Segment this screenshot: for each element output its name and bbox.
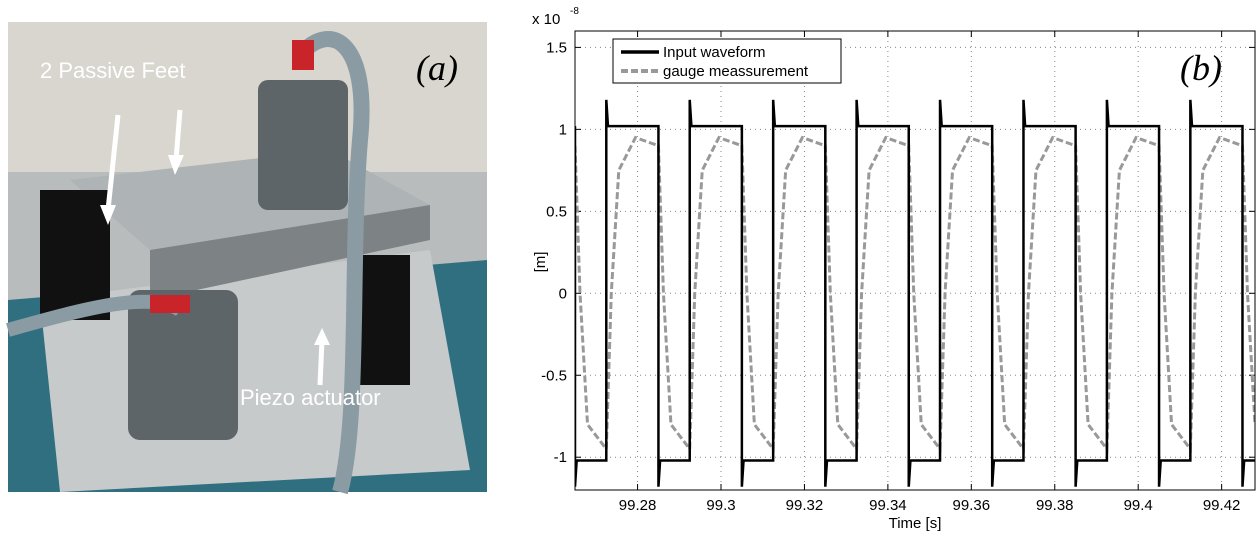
cable-sleeve bbox=[150, 295, 190, 313]
arrow-head bbox=[314, 328, 330, 345]
data-line bbox=[575, 99, 1255, 487]
x-axis-label: Time [s] bbox=[889, 515, 942, 532]
arrow bbox=[317, 339, 325, 386]
wall bbox=[8, 22, 487, 172]
y-tick-label: 0 bbox=[559, 285, 567, 302]
x-tick-label: 99.36 bbox=[953, 497, 991, 514]
axis-multiplier: x 10 bbox=[532, 11, 560, 28]
photo: 2 Passive Feet Piezo actuator (a) bbox=[6, 22, 487, 495]
x-tick-label: 99.42 bbox=[1203, 497, 1241, 514]
y-tick-label: 0.5 bbox=[546, 203, 567, 220]
y-axis-label: [m] bbox=[532, 252, 549, 273]
panel-label: (b) bbox=[1180, 48, 1222, 88]
x-tick-label: 99.3 bbox=[706, 497, 735, 514]
x-tick-label: 99.32 bbox=[786, 497, 824, 514]
sensor bbox=[258, 80, 348, 210]
foot-block bbox=[40, 190, 110, 320]
x-tick-label: 99.4 bbox=[1124, 497, 1153, 514]
axis-multiplier-exponent: -8 bbox=[570, 6, 579, 17]
cable bbox=[293, 31, 370, 495]
arrow bbox=[173, 109, 183, 161]
photo-annotation: Piezo actuator bbox=[240, 385, 381, 410]
plot-area bbox=[574, 30, 1256, 491]
y-tick-label: 1.5 bbox=[546, 39, 567, 56]
x-tick-label: 99.28 bbox=[619, 497, 657, 514]
y-tick-label: -0.5 bbox=[541, 367, 567, 384]
legend-box bbox=[612, 38, 842, 84]
arrow-head bbox=[168, 155, 184, 175]
arrow-head bbox=[100, 205, 116, 225]
legend-label: Input waveform bbox=[663, 44, 766, 61]
photo-annotation: 2 Passive Feet bbox=[40, 58, 186, 83]
arrow bbox=[105, 114, 121, 211]
y-tick-label: 1 bbox=[559, 121, 567, 138]
y-tick-label: -1 bbox=[554, 449, 567, 466]
sensor bbox=[128, 290, 238, 440]
x-tick-label: 99.34 bbox=[869, 497, 907, 514]
x-tick-label: 99.38 bbox=[1036, 497, 1074, 514]
plot-area bbox=[574, 30, 1256, 491]
panel-label: (a) bbox=[416, 48, 458, 88]
legend-label: gauge meassurement bbox=[663, 63, 809, 80]
cable-sleeve bbox=[292, 40, 314, 70]
data-line bbox=[575, 135, 1255, 454]
